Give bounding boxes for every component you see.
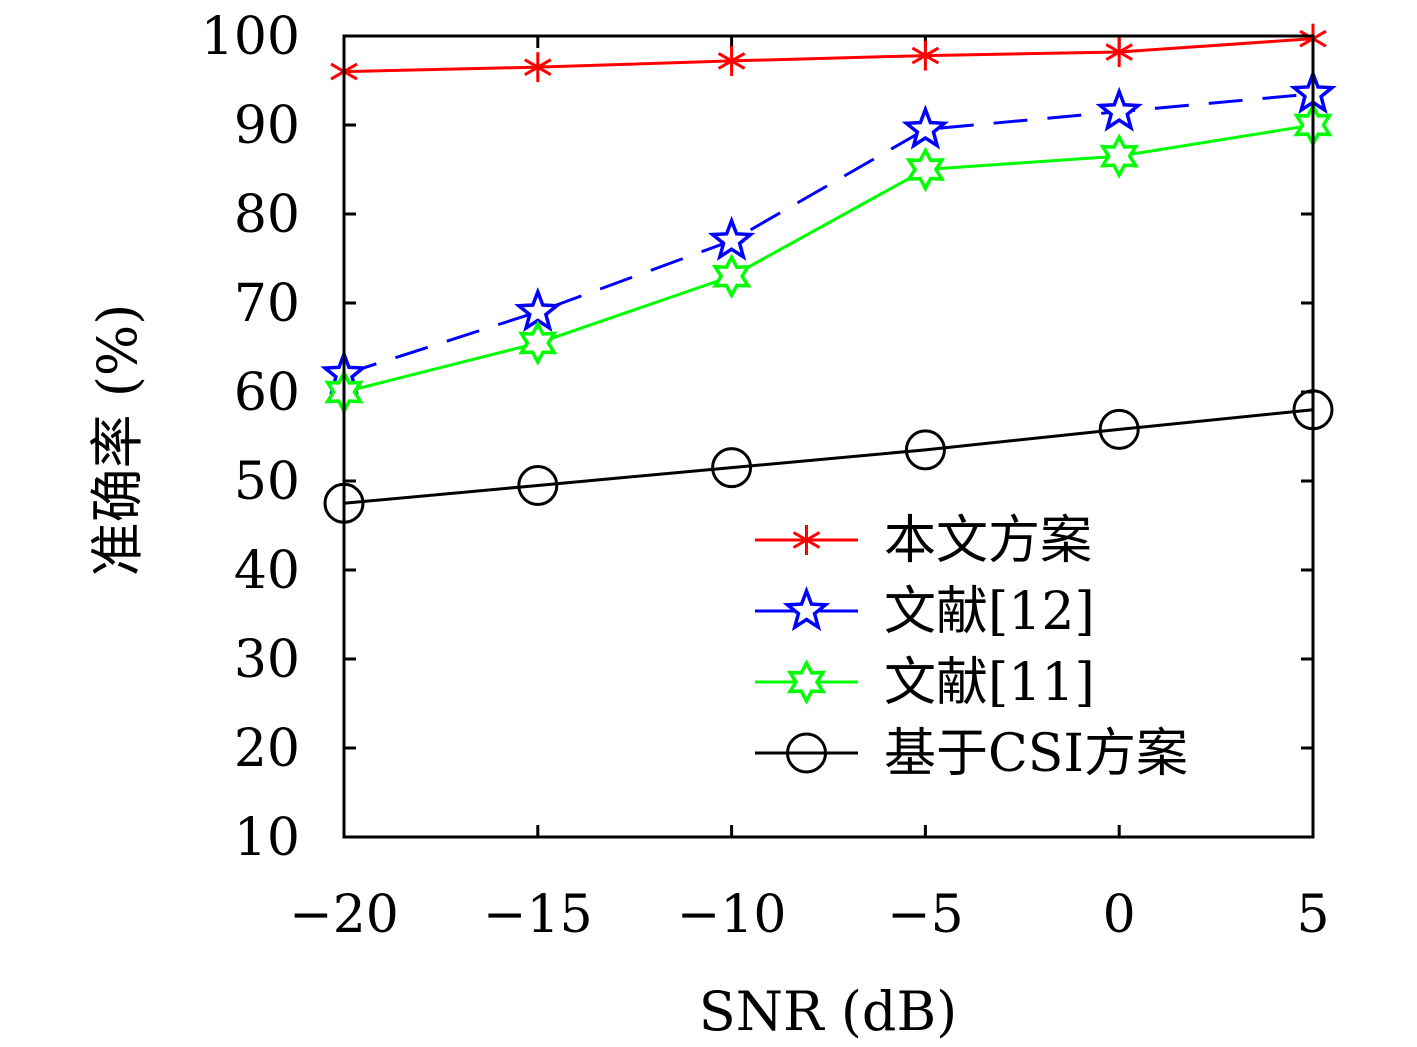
data-point [901, 104, 950, 150]
legend-label: 基于CSI方案 [884, 724, 1188, 784]
y-axis-label: 准确率 (%) [86, 304, 149, 577]
y-tick-label: 70 [234, 274, 300, 334]
data-point [717, 45, 746, 76]
y-tick-label: 30 [234, 630, 300, 690]
legend-label: 文献[11] [884, 653, 1095, 713]
tick-marks [342, 34, 1315, 839]
data-point [1098, 408, 1140, 450]
y-tick-label: 50 [234, 452, 300, 512]
y-tick-label: 20 [234, 719, 300, 779]
data-point [904, 429, 946, 471]
data-point [1095, 86, 1143, 132]
series-line [343, 408, 1314, 505]
y-tick-label: 10 [234, 808, 300, 868]
series-line [343, 92, 1314, 376]
x-tick-label: −15 [483, 885, 593, 945]
tick-labels: 10 20 30 40 50 60 70 80 90 100 −20 −15 −10 −5 0 5 [201, 7, 1330, 945]
data-point [1099, 133, 1139, 179]
x-tick-label: −20 [289, 885, 399, 945]
data-point [707, 215, 756, 261]
x-tick-label: −10 [677, 885, 787, 945]
series-line [343, 37, 1314, 74]
series-layer [320, 23, 1337, 524]
data-point [518, 320, 558, 366]
series-line [343, 123, 1314, 394]
plot-frame [342, 34, 1315, 839]
y-tick-label: 80 [234, 185, 300, 245]
x-tick-label: −5 [887, 885, 964, 945]
x-tick-label: 0 [1103, 885, 1136, 945]
legend-marker [786, 732, 827, 774]
data-point [711, 253, 752, 300]
legend-marker [792, 525, 821, 555]
y-tick-label: 90 [234, 96, 300, 156]
data-point [524, 52, 552, 83]
data-point [905, 146, 946, 193]
y-tick-label: 100 [201, 7, 300, 67]
y-tick-label: 60 [234, 363, 300, 423]
legend-marker [782, 586, 831, 632]
legend-label: 文献[12] [884, 582, 1095, 642]
x-axis-label: SNR (dB) [699, 980, 957, 1043]
data-point [711, 447, 753, 489]
legend-label: 本文方案 [884, 511, 1092, 571]
x-tick-label: 5 [1296, 885, 1329, 945]
data-point [1105, 37, 1133, 68]
legend-marker [786, 659, 827, 705]
data-point [911, 40, 940, 71]
data-point [517, 464, 559, 506]
y-tick-label: 40 [234, 541, 300, 601]
